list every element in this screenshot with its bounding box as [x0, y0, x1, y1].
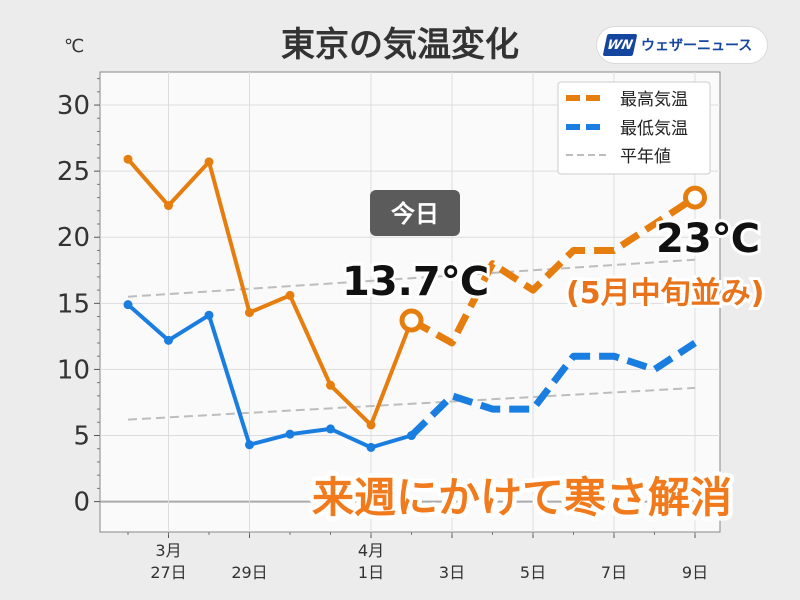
headline-banner: 来週にかけて寒さ解消	[312, 473, 732, 522]
legend: 最高気温 最低気温 平年値	[557, 81, 711, 175]
low-point	[164, 335, 173, 345]
weathernews-logo-text: ウェザーニュース	[641, 38, 753, 54]
low-today-point	[407, 431, 416, 441]
high-point	[366, 420, 376, 430]
low-point	[285, 429, 295, 439]
high-point	[285, 290, 295, 300]
low-point	[326, 424, 335, 434]
x-tick-day-label: 1日	[358, 563, 384, 582]
x-tick-day-label: 5日	[520, 563, 546, 582]
y-tick-label: 0	[73, 488, 90, 518]
y-tick-label: 20	[57, 223, 90, 253]
high-point	[204, 157, 214, 167]
high-observed-line	[126, 157, 414, 427]
high-point	[245, 308, 254, 318]
future-note-label: (5月中旬並み)	[566, 276, 764, 311]
y-axis: 0 5 10 15 20 25 30	[57, 78, 100, 518]
low-point	[245, 440, 254, 450]
series-lines	[126, 157, 697, 450]
x-tick-day-label: 29日	[231, 563, 267, 582]
high-point	[326, 380, 335, 390]
y-tick-label: 25	[57, 157, 90, 187]
today-badge	[370, 190, 460, 236]
high-point	[164, 201, 173, 211]
x-tick-day-label: 7日	[601, 563, 627, 582]
y-tick-label: 5	[73, 422, 90, 452]
today-high-label: 13.7℃	[342, 259, 489, 305]
high-today-ring	[399, 308, 424, 333]
normal-high-line	[127, 258, 696, 298]
y-tick-label: 10	[57, 355, 90, 385]
legend-normal-label: 平年値	[620, 147, 671, 167]
legend-box	[557, 81, 711, 175]
low-point	[123, 300, 133, 310]
legend-low-label: 最低気温	[620, 119, 688, 139]
y-unit-label: ℃	[64, 36, 84, 57]
low-point	[366, 442, 376, 452]
normal-low-line	[127, 386, 696, 421]
y-tick-label: 30	[57, 91, 90, 121]
x-tick-day-label: 27日	[150, 563, 186, 582]
low-forecast-line	[409, 340, 697, 439]
weathernews-logo: WN ウェザーニュース	[597, 27, 767, 63]
x-tick-month-label: 3月	[155, 541, 181, 560]
normal-lines	[127, 258, 696, 421]
x-axis: 3月 27日 29日 4月 1日 3日 5日 7日 9日	[127, 532, 708, 582]
high-last-forecast-ring	[683, 185, 707, 210]
high-forecast-line	[409, 194, 697, 347]
weathernews-logo-icon: WN	[602, 34, 638, 56]
high-point	[123, 154, 133, 164]
today-badge-label: 今日	[391, 200, 439, 228]
y-tick-label: 15	[57, 289, 90, 319]
future-high-label: 23℃	[656, 216, 760, 262]
x-tick-day-label: 9日	[682, 563, 708, 582]
x-tick-month-label: 4月	[358, 541, 384, 560]
low-point	[204, 310, 214, 320]
low-observed-line	[126, 303, 413, 450]
x-tick-day-label: 3日	[439, 563, 465, 582]
series-points	[123, 154, 707, 452]
chart-title: 東京の気温変化	[281, 25, 519, 65]
legend-high-label: 最高気温	[620, 90, 688, 110]
